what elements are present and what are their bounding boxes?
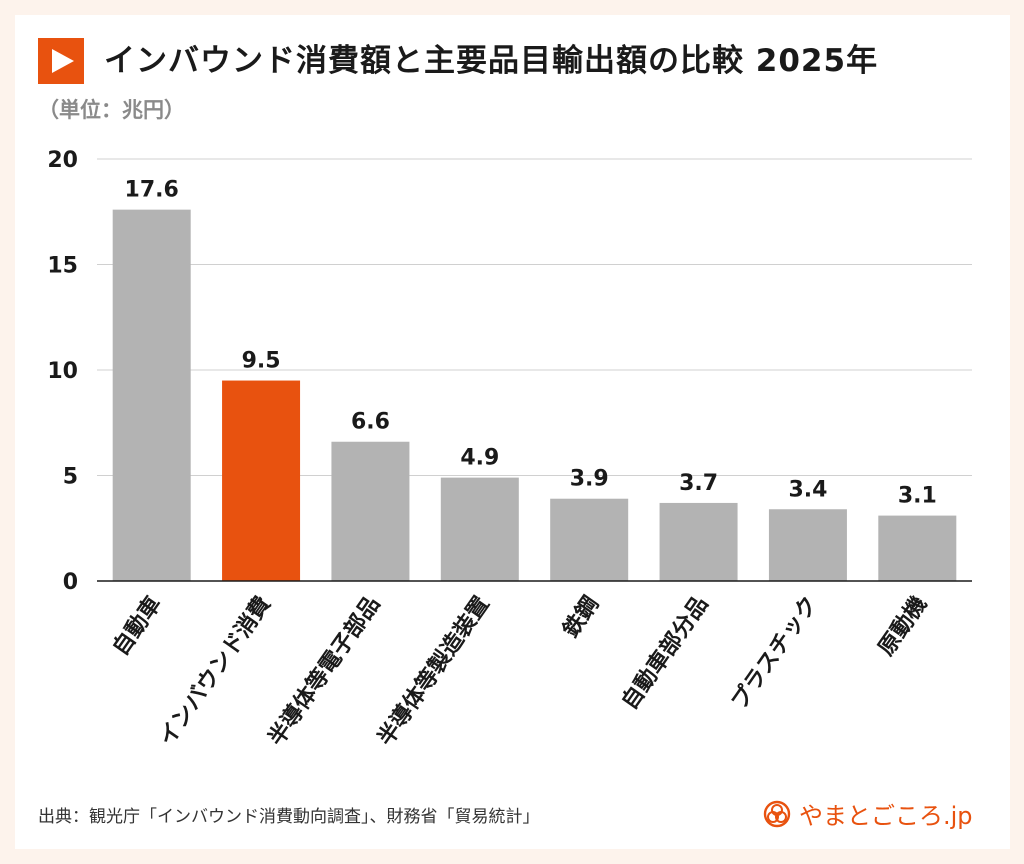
data-label: 9.5	[242, 349, 281, 374]
unit-label: （単位：兆円）	[38, 98, 185, 122]
x-tick-label: 自動車	[107, 592, 166, 661]
bar	[550, 498, 629, 581]
logo-mark-icon	[763, 800, 791, 827]
bar	[878, 515, 957, 581]
data-label: 3.4	[788, 477, 827, 502]
y-tick-label: 10	[47, 359, 78, 384]
y-tick-label: 0	[63, 570, 78, 595]
bar	[222, 380, 301, 581]
data-label: 3.7	[679, 471, 718, 496]
bar	[768, 509, 847, 581]
x-tick-label: 半導体等電子部品	[263, 592, 385, 751]
data-label: 3.1	[898, 484, 937, 509]
x-tick-label: 自動車部分品	[616, 592, 713, 715]
play-icon	[38, 38, 84, 84]
data-label: 3.9	[570, 467, 609, 492]
data-label: 4.9	[460, 446, 499, 471]
x-tick-label: 半導体等製造装置	[372, 592, 494, 751]
x-tick-label: 鉄鋼	[558, 592, 605, 643]
x-tick-label: 原動機	[874, 592, 932, 660]
bar	[331, 441, 410, 581]
bar	[112, 209, 191, 581]
y-tick-label: 15	[47, 254, 78, 279]
logo-text: やまとごころ.jp	[799, 802, 973, 830]
x-tick-label: インバウンド消費	[155, 592, 276, 751]
bar	[659, 502, 738, 581]
y-tick-label: 5	[63, 465, 78, 490]
data-label: 17.6	[125, 178, 179, 203]
chart-title: インバウンド消費額と主要品目輸出額の比較 2025年	[104, 43, 879, 79]
y-tick-label: 20	[47, 148, 78, 173]
data-label: 6.6	[351, 410, 390, 435]
source-note: 出典：観光庁「インバウンド消費動向調査」、財務省「貿易統計」	[38, 807, 540, 827]
x-tick-label: プラスチック	[727, 592, 823, 714]
bar	[440, 477, 519, 581]
logo: やまとごころ.jp	[763, 796, 973, 831]
